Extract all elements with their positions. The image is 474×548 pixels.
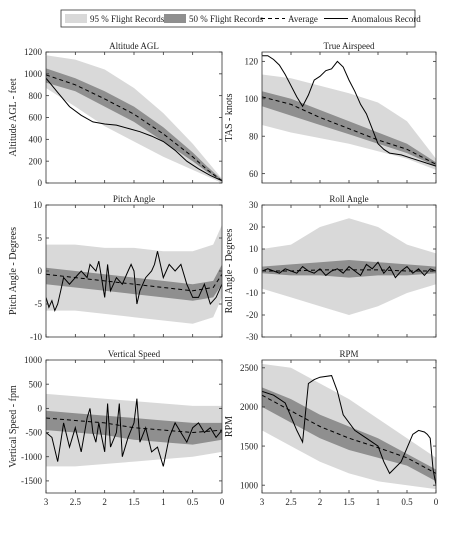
vertical-speed-ytick-label: 1000 bbox=[24, 355, 43, 365]
panel-true-airspeed: 60 80 100 120 True Airspeed TAS - knots bbox=[224, 41, 437, 184]
legend-swatch-95 bbox=[65, 14, 87, 23]
rpm-ytick-label: 2000 bbox=[240, 402, 259, 412]
altitude-agl-anomalous-line bbox=[46, 77, 222, 182]
rpm-xtick-label: 1.5 bbox=[343, 497, 355, 507]
rpm-ytick-label: 1500 bbox=[240, 441, 259, 451]
legend-label-average: Average bbox=[288, 14, 318, 24]
pitch-angle-band-50 bbox=[46, 264, 222, 301]
pitch-angle-ytick-label: 10 bbox=[33, 200, 43, 210]
vertical-speed-xtick-label: 0.5 bbox=[187, 497, 199, 507]
vertical-speed-xtick-label: 2.5 bbox=[70, 497, 82, 507]
true-airspeed-ytick-label: 80 bbox=[249, 131, 259, 141]
vertical-speed-xtick-label: 3 bbox=[44, 497, 49, 507]
altitude-agl-ytick-label: 0 bbox=[38, 178, 43, 188]
true-airspeed-ytick-label: 120 bbox=[245, 57, 259, 67]
roll-angle-ytick-label: 30 bbox=[249, 200, 259, 210]
rpm-ytick-label: 1000 bbox=[240, 480, 259, 490]
altitude-agl-ylabel: Altitude AGL - feet bbox=[8, 78, 19, 156]
altitude-agl-average-line bbox=[46, 74, 222, 182]
roll-angle-ylabel: Roll Angle - Degrees bbox=[224, 229, 235, 314]
legend-label-50: 50 % Flight Records bbox=[189, 14, 264, 24]
vertical-speed-ytick-label: 0 bbox=[38, 404, 43, 414]
vertical-speed-ytick-label: -1000 bbox=[21, 452, 42, 462]
pitch-angle-title: Pitch Angle bbox=[113, 194, 155, 204]
rpm-xtick-label: 0.5 bbox=[401, 497, 413, 507]
rpm-ylabel: RPM bbox=[224, 416, 235, 437]
true-airspeed-ytick-label: 100 bbox=[245, 94, 259, 104]
vertical-speed-title: Vertical Speed bbox=[108, 349, 161, 359]
roll-angle-ytick-label: -10 bbox=[246, 288, 258, 298]
true-airspeed-title: True Airspeed bbox=[324, 41, 375, 51]
vertical-speed-ylabel: Vertical Speed - fpm bbox=[8, 385, 19, 468]
panel-altitude-agl: 0 200 400 600 800 1000 1200 Altitude AGL Altitud… bbox=[8, 41, 223, 188]
roll-angle-ytick-label: 20 bbox=[249, 222, 259, 232]
pitch-angle-anomalous-line bbox=[46, 251, 222, 313]
vertical-speed-anomalous-line bbox=[46, 398, 222, 467]
vertical-speed-average-line bbox=[46, 417, 222, 434]
pitch-angle-average-line bbox=[46, 273, 222, 292]
roll-angle-ytick-label: 10 bbox=[249, 244, 259, 254]
pitch-angle-ylabel: Pitch Angle - Degrees bbox=[8, 227, 19, 315]
true-airspeed-ytick-label: 60 bbox=[249, 169, 259, 179]
vertical-speed-ytick-label: -500 bbox=[26, 428, 43, 438]
pitch-angle-ytick-label: -10 bbox=[30, 332, 42, 342]
legend-label-95: 95 % Flight Records bbox=[90, 14, 165, 24]
altitude-agl-ytick-label: 600 bbox=[29, 113, 43, 123]
altitude-agl-title: Altitude AGL bbox=[109, 41, 159, 51]
rpm-xtick-label: 0 bbox=[434, 497, 439, 507]
rpm-ytick-label: 2500 bbox=[240, 363, 259, 373]
panel-vertical-speed: -1500 -1000 -500 0 500 1000 3 2.5 2 1.5 1 0.5 0 Verti… bbox=[8, 349, 225, 507]
vertical-speed-ytick-label: -1500 bbox=[21, 476, 42, 486]
pitch-angle-ytick-label: 5 bbox=[38, 233, 43, 243]
vertical-speed-xtick-label: 2 bbox=[102, 497, 107, 507]
roll-angle-ytick-label: -20 bbox=[246, 310, 258, 320]
roll-angle-ytick-label: -30 bbox=[246, 332, 258, 342]
true-airspeed-anomalous-line bbox=[262, 55, 436, 167]
vertical-speed-ytick-label: 500 bbox=[29, 379, 43, 389]
vertical-speed-xtick-label: 0 bbox=[220, 497, 225, 507]
true-airspeed-average-line bbox=[262, 96, 436, 165]
altitude-agl-ytick-label: 200 bbox=[29, 156, 43, 166]
legend-box bbox=[60, 9, 416, 28]
altitude-agl-ytick-label: 400 bbox=[29, 135, 43, 145]
panel-roll-angle: -30 -20 -10 0 10 20 30 Roll Angle Roll Angle - D… bbox=[224, 194, 437, 342]
roll-angle-band-50 bbox=[262, 260, 436, 278]
roll-angle-ytick-label: 0 bbox=[254, 266, 259, 276]
vertical-speed-xtick-label: 1.5 bbox=[128, 497, 140, 507]
roll-angle-title: Roll Angle bbox=[329, 194, 368, 204]
legend: 95 % Flight Records 50 % Flight Records … bbox=[60, 9, 421, 28]
altitude-agl-ytick-label: 1200 bbox=[24, 47, 43, 57]
pitch-angle-ytick-label: 0 bbox=[38, 266, 43, 276]
panel-pitch-angle: -10 -5 0 5 10 Pitch Angle Pitch Angle - Degree… bbox=[8, 194, 223, 342]
altitude-agl-ytick-label: 800 bbox=[29, 91, 43, 101]
rpm-xtick-label: 2 bbox=[318, 497, 323, 507]
rpm-anomalous-line bbox=[262, 375, 436, 486]
pitch-angle-ytick-label: -5 bbox=[35, 299, 43, 309]
vertical-speed-band-50 bbox=[46, 410, 222, 445]
rpm-title: RPM bbox=[339, 349, 358, 359]
rpm-xtick-label: 2.5 bbox=[285, 497, 297, 507]
roll-angle-anomalous-line bbox=[262, 261, 436, 279]
vertical-speed-xtick-label: 1 bbox=[161, 497, 166, 507]
altitude-agl-ytick-label: 1000 bbox=[24, 69, 43, 79]
legend-swatch-50 bbox=[164, 14, 186, 23]
rpm-xtick-label: 1 bbox=[376, 497, 381, 507]
rpm-xtick-label: 3 bbox=[260, 497, 265, 507]
legend-label-anomalous: Anomalous Record bbox=[351, 14, 421, 24]
altitude-agl-band-50 bbox=[46, 68, 222, 182]
panel-rpm: 1000 1500 2000 2500 3 2.5 2 1.5 1 0.5 0 RPM RPM bbox=[224, 349, 439, 507]
true-airspeed-ylabel: TAS - knots bbox=[224, 93, 235, 141]
